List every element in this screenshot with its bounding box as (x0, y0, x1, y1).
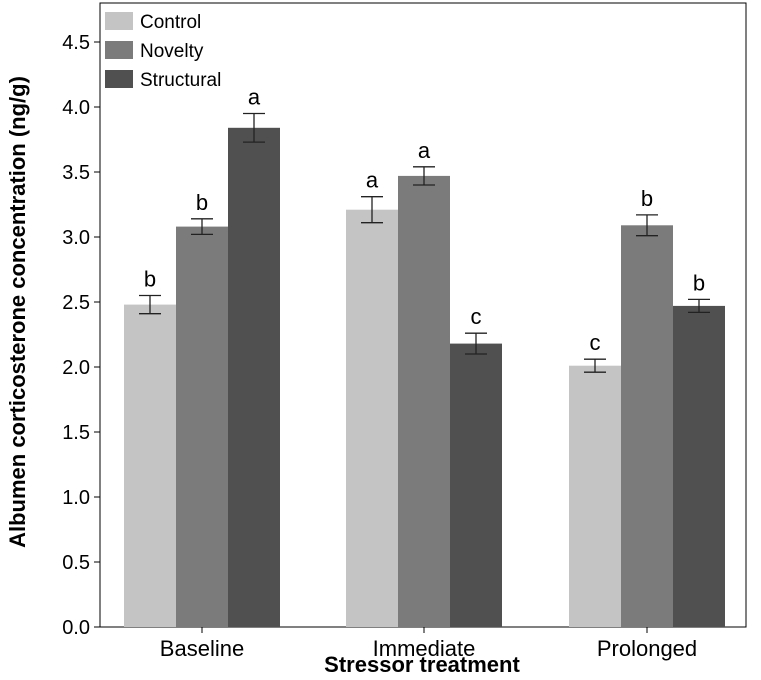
legend-label-novelty: Novelty (140, 41, 204, 62)
significance-letter: b (693, 270, 705, 295)
y-tick-label: 1.5 (62, 422, 90, 444)
significance-letter: c (471, 304, 482, 329)
y-tick-label: 3.5 (62, 162, 90, 184)
bar-novelty (398, 175, 450, 627)
significance-letter: a (418, 138, 431, 163)
bar-control (346, 209, 398, 627)
bar-structural (673, 305, 725, 627)
y-tick-label: 3.0 (62, 227, 90, 249)
y-tick-label: 4.0 (62, 97, 90, 119)
legend-label-control: Control (140, 12, 201, 33)
legend-swatch-structural (105, 70, 133, 88)
y-tick-label: 2.5 (62, 292, 90, 314)
x-category-label: Baseline (160, 636, 244, 661)
bar-novelty (621, 225, 673, 628)
bar-structural (228, 127, 280, 628)
significance-letter: c (590, 330, 601, 355)
y-axis-title: Albumen corticosterone concentration (ng… (5, 76, 30, 548)
x-category-label: Prolonged (597, 636, 697, 661)
y-tick-label: 4.5 (62, 32, 90, 54)
legend-label-structural: Structural (140, 70, 221, 91)
plot-area: 0.0 0.5 1.0 1.5 2.0 2.5 3.0 3.5 4.0 4.5 Baseline b b… (62, 2, 747, 661)
y-tick-label: 0.0 (62, 617, 90, 639)
x-axis-title: Stressor treatment (324, 652, 520, 677)
significance-letter: b (144, 267, 156, 292)
significance-letter: b (641, 186, 653, 211)
bar-novelty (176, 226, 228, 627)
bar-structural (450, 343, 502, 627)
significance-letter: b (196, 190, 208, 215)
legend-swatch-novelty (105, 41, 133, 59)
bar-control (124, 304, 176, 627)
x-category-label: Immediate (373, 636, 476, 661)
y-tick-label: 1.0 (62, 487, 90, 509)
significance-letter: a (248, 85, 261, 110)
significance-letter: a (366, 168, 379, 193)
y-tick-label: 2.0 (62, 357, 90, 379)
y-tick-label: 0.5 (62, 552, 90, 574)
legend-swatch-control (105, 12, 133, 30)
bar-control (569, 365, 621, 627)
